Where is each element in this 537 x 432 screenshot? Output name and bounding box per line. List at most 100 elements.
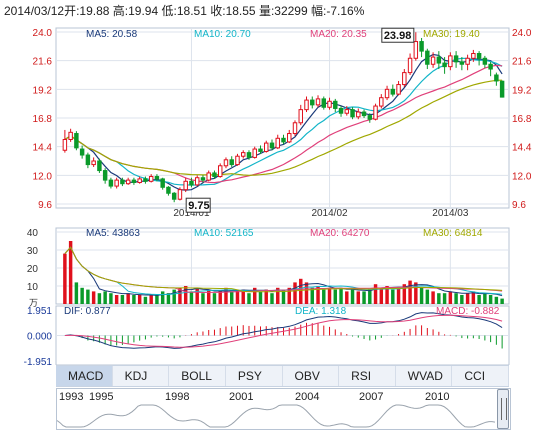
time-navigator[interactable]: 1993 1995 1998 2001 2004 2007 2010: [56, 388, 511, 430]
candle-up: [235, 155, 240, 166]
open-label: 开:: [64, 4, 80, 18]
volume-bar-up: [126, 293, 130, 304]
candle-down: [453, 55, 459, 63]
tab-kdj[interactable]: KDJ: [113, 366, 170, 386]
candle-up: [304, 99, 309, 111]
volume-bar-up: [68, 241, 73, 304]
volume-bar-down: [500, 298, 504, 304]
volume-bar-down: [201, 293, 205, 304]
volume-bar-up: [304, 282, 309, 304]
navigator-year-label: 1998: [165, 391, 190, 403]
candle-down: [131, 179, 137, 184]
date-tick-label: 2014/02: [311, 208, 348, 219]
price-tick-left: 9.6: [38, 200, 52, 211]
price-tick-left: 21.6: [33, 57, 53, 68]
volume-bar-down: [362, 291, 366, 304]
navigator-right-handle[interactable]: [497, 389, 509, 429]
tab-cci[interactable]: CCI: [452, 366, 509, 386]
price-tick-left: 12.0: [33, 171, 53, 182]
price-tick-left: 14.4: [33, 143, 53, 154]
date-tick-label: 2014/01: [173, 208, 210, 219]
candle-down: [189, 180, 194, 186]
low-label: 低:: [161, 4, 177, 18]
ma5-legend: MA5: 20.58: [86, 29, 138, 40]
volume-bar-up: [195, 287, 199, 304]
tab-boll[interactable]: BOLL: [169, 366, 226, 386]
open-value: 19.88: [79, 4, 110, 18]
candle-down: [442, 62, 447, 68]
volume-bar-down: [494, 296, 499, 304]
chart-canvas[interactable]: 24.0 24.0 21.6 21.6 19.2 19.2 16.8 16.8 14.4 14.4…: [0, 0, 537, 365]
tab-wvad[interactable]: WVAD: [396, 366, 453, 386]
candle-up: [287, 133, 292, 143]
volume-bar-down: [189, 291, 194, 304]
price-tick-left: 24.0: [33, 28, 53, 39]
min-price-box: [185, 197, 211, 213]
candle-up: [413, 41, 419, 59]
volume-label: 量:: [258, 4, 275, 18]
price-tick-right: 12.0: [512, 171, 532, 182]
volume-bar-down: [120, 295, 125, 304]
volume-value: 32299: [274, 4, 308, 18]
price-tick-right: 9.6: [512, 200, 526, 211]
candle-down: [367, 115, 373, 120]
change-label: 幅:: [311, 4, 327, 18]
tab-psy[interactable]: PSY: [226, 366, 283, 386]
candle-down: [160, 178, 165, 188]
tab-macd[interactable]: MACD: [56, 366, 113, 386]
candle-down: [97, 160, 102, 172]
candle-down: [269, 142, 275, 149]
volume-bar-up: [206, 289, 211, 304]
candle-up: [384, 88, 390, 99]
volume-bar-up: [91, 291, 96, 304]
ma5-line: [64, 53, 503, 191]
volume-bar-down: [281, 289, 286, 304]
tab-obv[interactable]: OBV: [283, 366, 340, 386]
high-label: 高:: [112, 4, 129, 18]
volume-bar-up: [224, 287, 228, 304]
dea-line: [64, 314, 503, 348]
price-tick-right: 21.6: [512, 57, 532, 68]
change-value: -7.16%: [326, 4, 365, 18]
volume-bar-up: [379, 287, 384, 304]
volume-unit-label: 万: [29, 298, 38, 308]
candle-up: [252, 148, 257, 158]
navigator-history-line: [57, 404, 496, 428]
volume-bar-up: [396, 287, 401, 304]
volume-bar-up: [414, 282, 418, 304]
tab-rsi[interactable]: RSI: [339, 366, 396, 386]
volume-bar-up: [465, 293, 470, 304]
volume-bar-down: [143, 296, 148, 304]
volume-bar-up: [218, 291, 222, 304]
candle-up: [344, 109, 350, 114]
candle-up: [327, 100, 332, 108]
volume-bar-down: [212, 293, 217, 304]
volume-bar-down: [86, 289, 90, 304]
volume-tick: 10: [27, 282, 39, 293]
candle-down: [459, 61, 465, 65]
candle-down: [246, 152, 252, 158]
candle-up: [137, 178, 142, 184]
volume-bar-up: [345, 291, 349, 304]
candle-down: [321, 98, 326, 108]
volume-tick: 40: [27, 228, 39, 239]
grid-layer: [55, 27, 510, 365]
ma30-line: [64, 79, 503, 176]
price-tick-left: 19.2: [33, 85, 53, 96]
volume-bar-down: [419, 287, 424, 304]
macd-layer: [64, 312, 503, 349]
volume-bar-up: [408, 280, 412, 304]
volume-bar-down: [132, 295, 136, 304]
volume-bar-down: [437, 293, 441, 304]
min-price-label: 9.75: [188, 200, 209, 212]
volume-bar-down: [368, 289, 372, 304]
candle-layer: [62, 32, 505, 203]
navigator-year-label: 2001: [229, 391, 254, 403]
volume-bar-up: [373, 284, 378, 304]
max-price-box: [381, 27, 415, 43]
volume-bar-down: [172, 289, 176, 304]
volume-bar-down: [333, 289, 338, 304]
candle-up: [448, 55, 453, 68]
volume-bar-up: [276, 287, 280, 304]
volume-bar-down: [442, 293, 447, 304]
